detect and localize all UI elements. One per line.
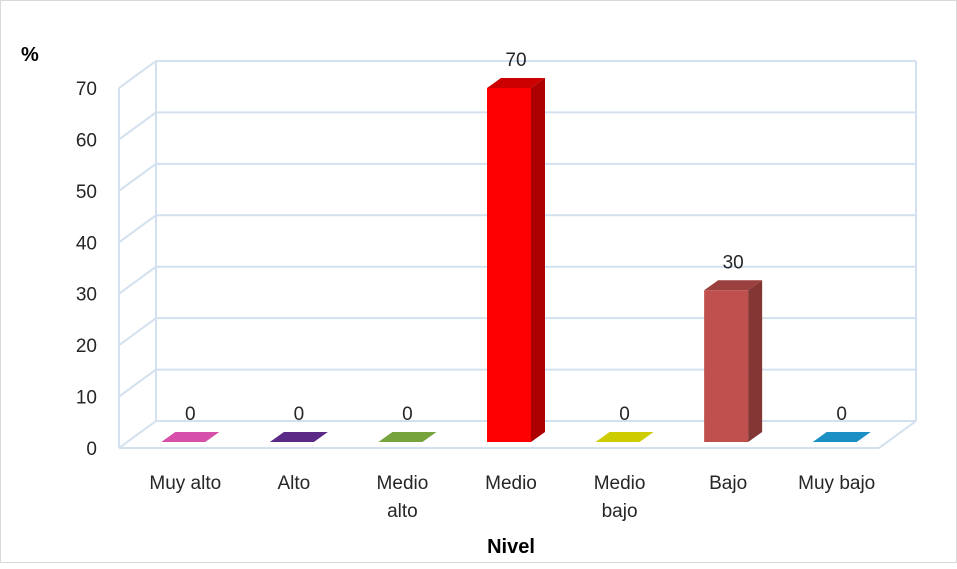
bar-7 — [812, 432, 871, 442]
x-tick-label: Muy bajo — [798, 473, 875, 494]
bar-front — [704, 290, 749, 442]
gridline-side-0 — [118, 420, 157, 449]
y-tick-label: 0 — [86, 439, 97, 460]
y-tick-label: 10 — [76, 388, 97, 409]
gridline-side-60 — [118, 111, 157, 141]
gridline-side-40 — [118, 214, 157, 244]
bar-1 — [161, 432, 220, 442]
y-tick-label: 20 — [76, 336, 97, 357]
bar-flat — [269, 432, 328, 442]
bar-4 — [487, 78, 545, 442]
y-tick-label: 70 — [76, 79, 97, 100]
y-tick-label: 60 — [76, 130, 97, 151]
x-tick-label: Bajo — [709, 473, 747, 494]
bars — [161, 78, 871, 442]
y-axis-ticks: 0 10 20 30 40 50 60 70 — [76, 79, 97, 460]
bar-flat — [161, 432, 220, 442]
data-label: 0 — [185, 404, 196, 425]
data-label: 70 — [505, 50, 526, 71]
bar-6 — [704, 280, 763, 442]
bar-flat — [812, 432, 871, 442]
gridline-side-70 — [118, 60, 157, 89]
bar-2 — [269, 432, 328, 442]
bar-side — [531, 78, 545, 442]
gridline-side-50 — [118, 163, 157, 192]
data-label: 30 — [723, 252, 744, 273]
bar-top — [704, 280, 763, 291]
gridline-side-30 — [118, 265, 157, 295]
bar-front — [487, 88, 531, 442]
y-tick-label: 30 — [76, 285, 97, 306]
bar-flat — [378, 432, 437, 442]
data-label: 0 — [402, 404, 413, 425]
x-axis-categories: Muy alto Alto Medio alto Medio Medio bajo Bajo M… — [149, 473, 875, 522]
bar-5 — [595, 432, 654, 442]
x-axis-title: Nivel — [487, 536, 535, 558]
bar-3 — [378, 432, 437, 442]
x-tick-label: Medio — [485, 473, 537, 494]
x-tick-label: Muy alto — [149, 473, 221, 494]
bar-flat — [595, 432, 654, 442]
gridline-side-10 — [118, 368, 157, 398]
data-label: 0 — [836, 404, 847, 425]
y-axis-title: % — [21, 44, 39, 66]
gridline-side-20 — [118, 317, 157, 346]
data-labels: 0 0 0 70 0 30 0 — [185, 50, 847, 425]
x-tick-label: Medio bajo — [594, 473, 646, 522]
bar-side — [748, 280, 763, 442]
x-tick-label: Medio alto — [377, 473, 429, 522]
bar-top — [487, 78, 545, 88]
data-label: 0 — [294, 404, 305, 425]
y-tick-label: 50 — [76, 182, 97, 203]
floor-right-edge — [878, 420, 917, 449]
data-label: 0 — [619, 404, 630, 425]
y-tick-label: 40 — [76, 233, 97, 254]
x-tick-label: Alto — [277, 473, 310, 494]
